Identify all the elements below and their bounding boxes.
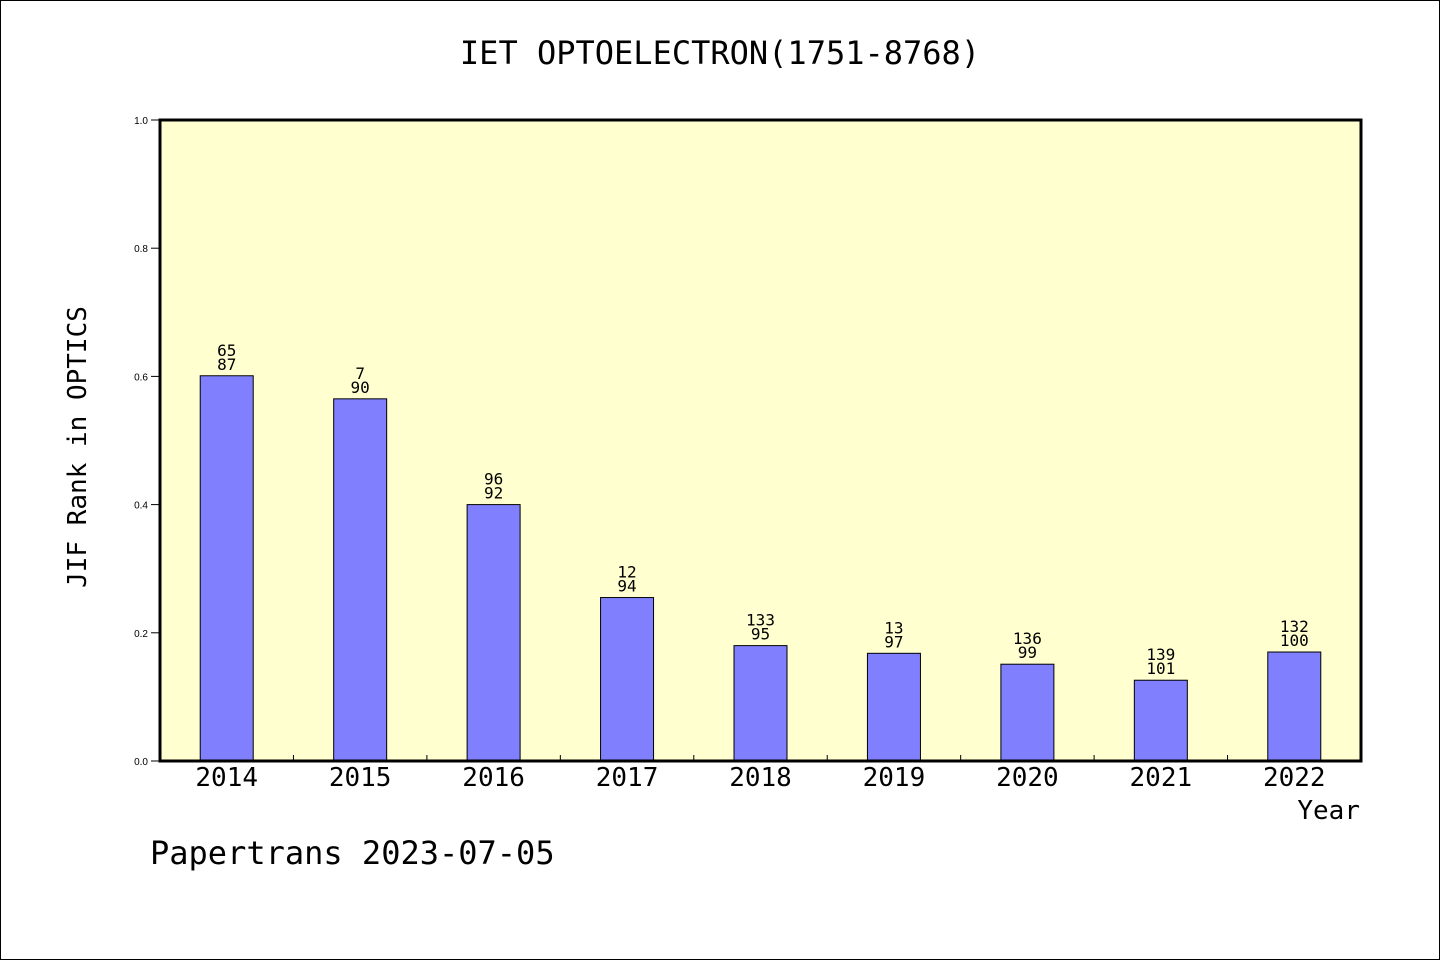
bar-label-total: 92 <box>484 484 503 503</box>
bar-label-total: 100 <box>1280 631 1309 650</box>
bar-label-rank: 136 <box>1013 629 1042 648</box>
bar-label-rank: 132 <box>1280 617 1309 636</box>
bar-2015 <box>333 398 388 762</box>
x-tick-label: 2014 <box>195 763 258 793</box>
y-tick-label: 0.6 <box>134 372 148 383</box>
bar-label-total: 87 <box>217 355 236 374</box>
bar-label-rank: 65 <box>217 341 236 360</box>
bar-label-total: 90 <box>351 378 370 397</box>
bar-2022 <box>1267 651 1322 762</box>
y-tick-label: 0.0 <box>134 757 148 768</box>
bars-group <box>199 375 1322 762</box>
bar-label-total: 97 <box>884 632 903 651</box>
x-tick-label: 2018 <box>729 763 792 793</box>
y-tick-label: 0.4 <box>134 501 148 512</box>
bar-label-rank: 13 <box>884 618 903 637</box>
bar-2017 <box>600 597 655 762</box>
bar-label-rank: 96 <box>484 470 503 489</box>
footer-watermark: Papertrans 2023-07-05 <box>150 834 555 872</box>
y-axis: 0.0 0.2 0.4 0.6 0.8 1.0 <box>134 116 160 768</box>
bar-2021 <box>1133 679 1188 762</box>
bar-label-rank: 133 <box>746 611 775 630</box>
bar-2020 <box>1000 663 1055 762</box>
x-tick-label: 2022 <box>1263 763 1326 793</box>
bar-2014 <box>199 375 254 762</box>
x-axis: 2014 2015 2016 2017 2018 2019 2020 2021 2022 <box>195 755 1326 793</box>
bar-label-total: 101 <box>1146 659 1175 678</box>
x-tick-label: 2015 <box>329 763 392 793</box>
bar-label-rank: 7 <box>355 364 365 383</box>
y-tick-label: 1.0 <box>134 116 148 127</box>
bar-2016 <box>466 504 521 762</box>
plot-border <box>158 118 1363 763</box>
x-tick-label: 2017 <box>596 763 659 793</box>
chart-title: IET OPTOELECTRON(1751-8768) <box>459 34 981 72</box>
bar-label-total: 94 <box>617 577 636 596</box>
bar-label-total: 95 <box>751 625 770 644</box>
y-tick-label: 0.8 <box>134 244 148 255</box>
x-axis-label: Year <box>1297 796 1360 826</box>
x-tick-label: 2016 <box>462 763 525 793</box>
bar-label-total: 99 <box>1018 643 1037 662</box>
y-tick-label: 0.2 <box>134 629 148 640</box>
x-tick-label: 2019 <box>863 763 926 793</box>
x-tick-label: 2020 <box>996 763 1059 793</box>
bar-label-rank: 139 <box>1146 645 1175 664</box>
bar-2018 <box>733 645 788 762</box>
bar-label-rank: 12 <box>617 563 636 582</box>
bar-2019 <box>866 652 921 762</box>
x-tick-label: 2021 <box>1130 763 1193 793</box>
